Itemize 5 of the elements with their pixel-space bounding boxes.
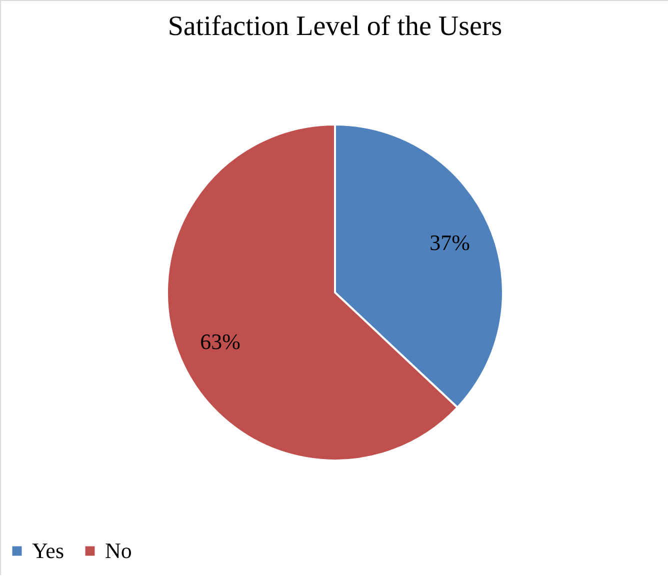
legend-label: No bbox=[105, 538, 132, 563]
chart-title: Satifaction Level of the Users bbox=[168, 11, 502, 42]
data-label: 63% bbox=[200, 329, 240, 354]
legend-label: Yes bbox=[32, 538, 64, 563]
data-label: 37% bbox=[430, 230, 470, 255]
